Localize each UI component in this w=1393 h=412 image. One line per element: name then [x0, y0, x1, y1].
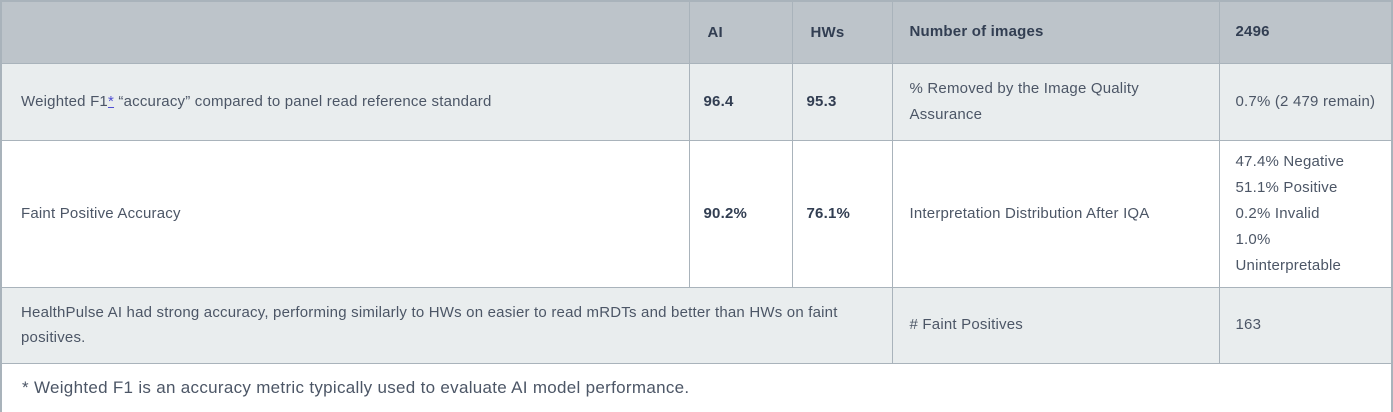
header-ai: AI [688, 0, 793, 64]
faint-positives-count-label: # Faint Positives [891, 286, 1220, 364]
row-footnote: * Weighted F1 is an accuracy metric typi… [0, 362, 1393, 412]
faint-positive-label: Faint Positive Accuracy [0, 139, 690, 288]
weighted-f1-metric-cell: Weighted F1* “accuracy” compared to pane… [0, 62, 690, 141]
faint-positives-count-value: 163 [1218, 286, 1393, 364]
weighted-f1-label: Weighted F1 [21, 93, 108, 110]
footnote-asterisk-link[interactable]: * [107, 93, 115, 110]
faint-positive-ai-value: 90.2% [688, 139, 793, 288]
summary-statement: HealthPulse AI had strong accuracy, perf… [0, 286, 893, 364]
iqa-removed-label: % Removed by the Image Quality Assurance [891, 62, 1220, 141]
weighted-f1-hws-value: 95.3 [791, 62, 893, 141]
header-number-of-images: Number of images [891, 0, 1220, 64]
row-faint-positive: Faint Positive Accuracy 90.2% 76.1% Inte… [0, 139, 1393, 288]
header-empty-cell [0, 0, 690, 64]
faint-positive-hws-value: 76.1% [791, 139, 893, 288]
row-summary: HealthPulse AI had strong accuracy, perf… [0, 286, 1393, 364]
header-total-images-count: 2496 [1218, 0, 1393, 64]
interpretation-distribution-values: 47.4% Negative 51.1% Positive 0.2% Inval… [1218, 139, 1393, 288]
header-row: AI HWs Number of images 2496 [0, 0, 1393, 64]
distribution-positive: 51.1% Positive [1235, 178, 1338, 196]
interpretation-distribution-label: Interpretation Distribution After IQA [891, 139, 1220, 288]
weighted-f1-ai-value: 96.4 [688, 62, 793, 141]
weighted-f1-footnote: * Weighted F1 is an accuracy metric typi… [0, 362, 1393, 412]
row-weighted-f1: Weighted F1* “accuracy” compared to pane… [0, 62, 1393, 141]
header-hws: HWs [791, 0, 893, 64]
distribution-negative: 47.4% Negative [1235, 152, 1345, 170]
distribution-uninterpretable: 1.0% Uninterpretable [1235, 230, 1342, 274]
iqa-removed-value: 0.7% (2 479 remain) [1218, 62, 1393, 141]
weighted-f1-label-rest: “accuracy” compared to panel read refere… [118, 93, 492, 110]
distribution-invalid: 0.2% Invalid [1235, 204, 1320, 222]
